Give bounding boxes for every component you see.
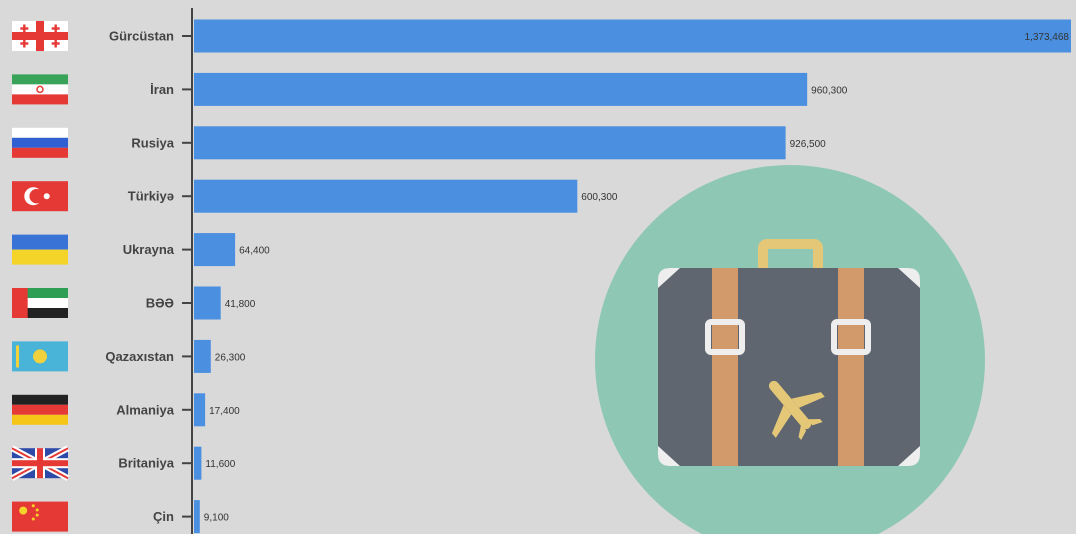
category-label: İran — [150, 82, 174, 97]
bar — [194, 339, 211, 373]
bar — [194, 179, 578, 213]
value-label: 11,600 — [205, 459, 235, 470]
category-label: Çin — [153, 509, 174, 524]
suitcase-buckle — [705, 319, 745, 355]
iran-flag — [12, 74, 68, 105]
suitcase-illustration — [595, 165, 985, 534]
category-label: Britaniya — [118, 456, 174, 471]
bar — [194, 500, 200, 534]
bars-group — [194, 19, 1071, 534]
suitcase-strap — [712, 268, 738, 466]
bar — [194, 393, 206, 427]
suitcase-strap — [838, 268, 864, 466]
germany-flag — [12, 394, 68, 425]
value-label: 960,300 — [811, 85, 848, 96]
suitcase-corner — [898, 268, 920, 288]
suitcase-corner — [658, 446, 680, 466]
suitcase-buckle — [831, 319, 871, 355]
category-label: Qazaxıstan — [105, 349, 174, 364]
uae-flag — [12, 288, 68, 318]
value-label: 9,100 — [204, 513, 229, 524]
labels-group: Gürcüstan 1,373,468 İran 960,300 Rusiya 926,5… — [105, 29, 1069, 525]
flags-column — [10, 21, 70, 532]
georgia-flag — [12, 21, 68, 51]
value-label: 41,800 — [225, 299, 256, 310]
category-label: Almaniya — [116, 402, 175, 417]
value-label: 1,373,468 — [1025, 32, 1070, 43]
uk-flag — [10, 445, 70, 481]
category-label: Ukrayna — [123, 242, 175, 257]
bar — [194, 446, 202, 480]
russia-flag — [12, 127, 68, 158]
kazakhstan-flag — [12, 341, 68, 372]
value-label: 926,500 — [790, 139, 827, 150]
bar — [194, 126, 786, 160]
suitcase-corner — [898, 446, 920, 466]
bar — [194, 233, 236, 267]
airplane-icon — [768, 380, 825, 441]
category-label: Rusiya — [131, 135, 174, 150]
value-label: 26,300 — [215, 352, 246, 363]
value-label: 64,400 — [239, 246, 270, 257]
bar — [194, 19, 1071, 53]
category-label: BƏƏ — [146, 296, 174, 311]
category-label: Gürcüstan — [109, 29, 174, 44]
turkey-flag — [12, 181, 68, 212]
suitcase-body — [658, 268, 920, 466]
suitcase-airplane-icon — [658, 239, 920, 466]
bar — [194, 72, 808, 106]
ukraine-flag — [12, 234, 68, 265]
china-flag — [12, 501, 68, 532]
suitcase-corner — [658, 268, 680, 288]
category-label: Türkiyə — [128, 189, 174, 204]
bar — [194, 286, 221, 320]
value-label: 17,400 — [209, 406, 240, 417]
value-label: 600,300 — [581, 192, 618, 203]
